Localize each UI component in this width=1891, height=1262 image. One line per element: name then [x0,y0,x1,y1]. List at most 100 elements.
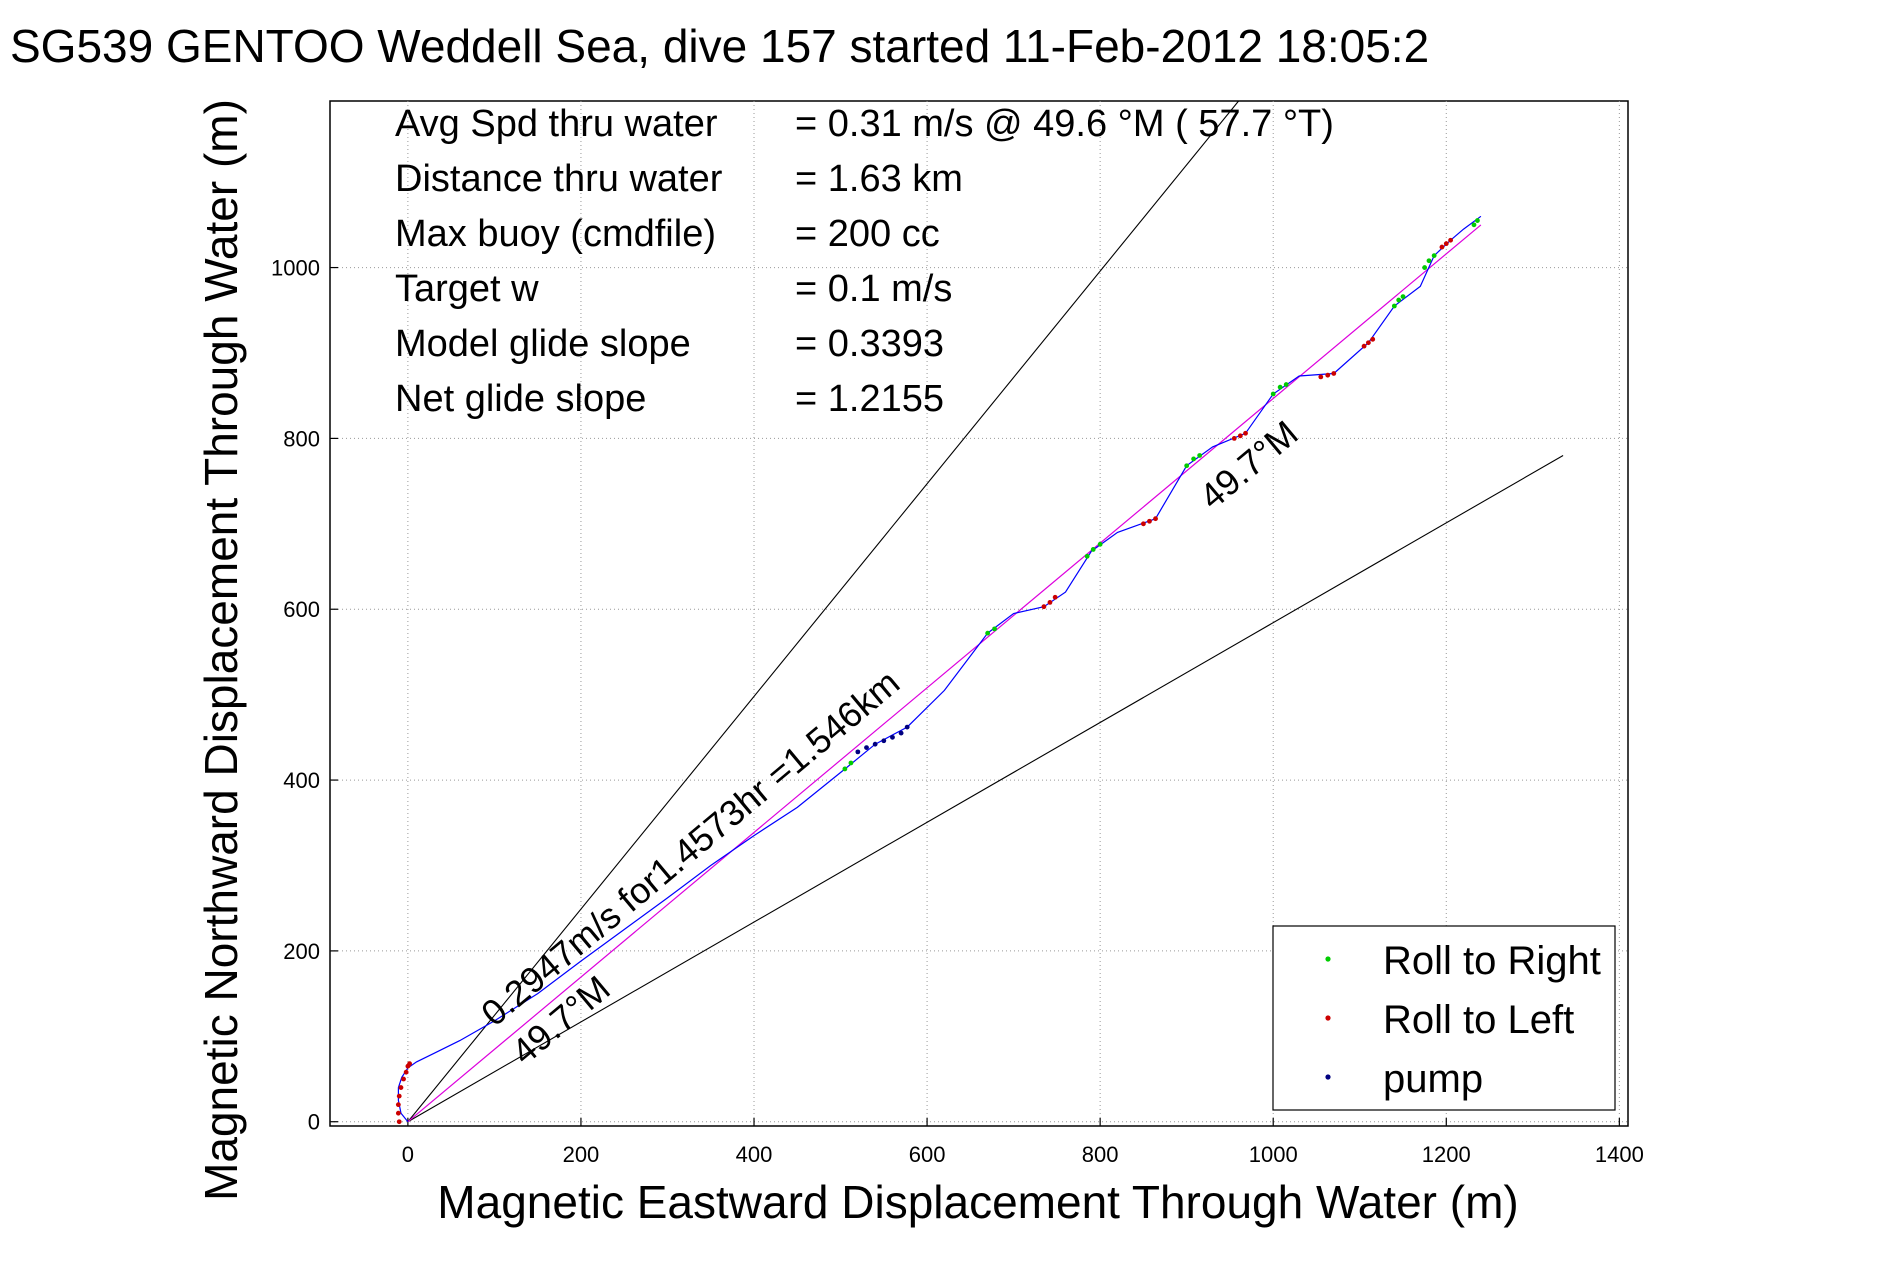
x-axis-ticks: 0 200 400 600 800 1000 1200 1400 [402,1118,1644,1167]
pump-marker [890,734,895,740]
y-tick-label: 200 [283,939,320,964]
legend-label: Roll to Right [1383,939,1601,983]
x-axis-label: Magnetic Eastward Displacement Through W… [437,1176,1518,1228]
legend-label: pump [1383,1057,1483,1101]
roll-to-right-marker [1426,258,1432,264]
stat-value: = 0.3393 [795,323,944,365]
roll-to-right-marker [992,626,997,632]
roll-to-left-marker [1052,594,1058,600]
roll-to-right-marker [985,630,991,636]
y-tick-label: 0 [308,1110,320,1135]
roll-to-left-marker [401,1076,406,1082]
legend-swatch [1325,1074,1331,1080]
roll-to-right-marker [1400,294,1406,300]
stat-label: Net glide slope [395,378,646,420]
y-tick-label: 600 [283,597,320,622]
roll-to-left-marker [1325,372,1331,378]
chart-title: SG539 GENTOO Weddell Sea, dive 157 start… [10,20,1429,72]
roll-to-left-marker [1243,430,1248,436]
x-tick-label: 200 [563,1142,600,1167]
pump-marker [872,741,878,747]
roll-to-left-marker [1041,604,1047,610]
x-tick-label: 1400 [1595,1142,1644,1167]
roll-to-right-marker [1090,547,1096,552]
pump-marker [864,745,869,751]
roll-to-right-marker [1475,218,1480,223]
roll-to-left-marker [396,1119,402,1125]
roll-to-left-marker [398,1085,404,1090]
grid-lines [330,101,1628,1126]
legend-label: Roll to Left [1383,998,1574,1042]
roll-to-right-marker [1283,382,1289,387]
y-tick-label: 1000 [271,256,320,281]
roll-to-left-marker [1331,371,1337,376]
roll-to-left-marker [1147,518,1152,524]
roll-to-left-marker [1318,374,1324,380]
roll-to-left-marker [396,1093,402,1099]
glider-track-line [397,215,1482,1123]
roll-to-right-marker [848,760,854,766]
stat-label: Model glide slope [395,323,691,365]
stat-label: Target w [395,268,539,310]
roll-to-right-marker [1184,463,1190,469]
legend-swatch [1325,956,1331,962]
roll-to-right-marker [1084,553,1090,559]
pump-marker [898,730,904,736]
data-markers [395,218,1480,1125]
roll-to-left-marker [395,1102,401,1108]
x-tick-label: 400 [736,1142,773,1167]
roll-to-left-marker [1231,435,1237,441]
heading-cone-lines [407,100,1564,1123]
x-tick-label: 1000 [1249,1142,1298,1167]
stat-value: = 0.31 m/s @ 49.6 °M ( 57.7 °T) [795,103,1334,145]
stat-value: = 1.63 km [795,158,963,200]
dive-stats-block: Avg Spd thru water = 0.31 m/s @ 49.6 °M (… [395,103,1334,420]
heading-limit-line [407,100,1240,1123]
x-tick-label: 0 [402,1142,414,1167]
roll-to-left-marker [403,1069,409,1075]
roll-to-left-marker [1141,521,1146,527]
stat-value: = 1.2155 [795,378,944,420]
roll-to-right-marker [842,766,848,772]
stat-label: Distance thru water [395,158,723,200]
legend: Roll to Right Roll to Left pump [1272,925,1616,1111]
roll-to-right-marker [1422,265,1428,270]
heading-limit-line [407,455,1564,1123]
roll-to-left-marker [1448,237,1454,243]
roll-to-right-marker [1471,222,1477,228]
legend-swatch [1325,1015,1331,1021]
roll-to-right-marker [1097,541,1103,547]
y-axis-label: Magnetic Northward Displacement Through … [195,99,247,1201]
roll-to-left-marker [1153,516,1158,522]
roll-to-left-marker [1366,340,1371,346]
stat-value: = 0.1 m/s [795,268,952,310]
stat-label: Avg Spd thru water [395,103,718,145]
roll-to-left-marker [395,1110,401,1116]
x-tick-label: 800 [1082,1142,1119,1167]
pump-marker [904,724,910,730]
legend-items: Roll to Right Roll to Left pump [1325,939,1601,1101]
roll-to-right-marker [1391,303,1397,309]
roll-to-right-marker [1270,391,1276,397]
roll-to-left-marker [1439,244,1445,250]
roll-to-left-marker [1047,599,1053,605]
roll-to-left-marker [1370,336,1376,342]
x-tick-label: 600 [909,1142,946,1167]
net-displacement-line [407,224,1482,1123]
roll-to-right-marker [1431,253,1437,259]
roll-to-right-marker [1197,453,1203,458]
roll-to-left-marker [1361,343,1367,349]
roll-to-right-marker [1396,297,1402,303]
y-tick-label: 400 [283,768,320,793]
y-tick-label: 800 [283,426,320,451]
y-axis-ticks: 0 200 400 600 800 1000 [271,256,338,1135]
stat-label: Max buoy (cmdfile) [395,213,716,255]
pump-marker [855,749,861,755]
plot-area: 0 200 400 600 800 1000 1200 1400 0 200 400 600 800 1… [271,100,1644,1167]
roll-to-right-marker [1191,456,1197,462]
pump-marker [881,738,887,744]
roll-to-right-marker [1277,384,1283,390]
roll-to-left-marker [407,1061,413,1067]
stat-value: = 200 cc [795,213,940,255]
